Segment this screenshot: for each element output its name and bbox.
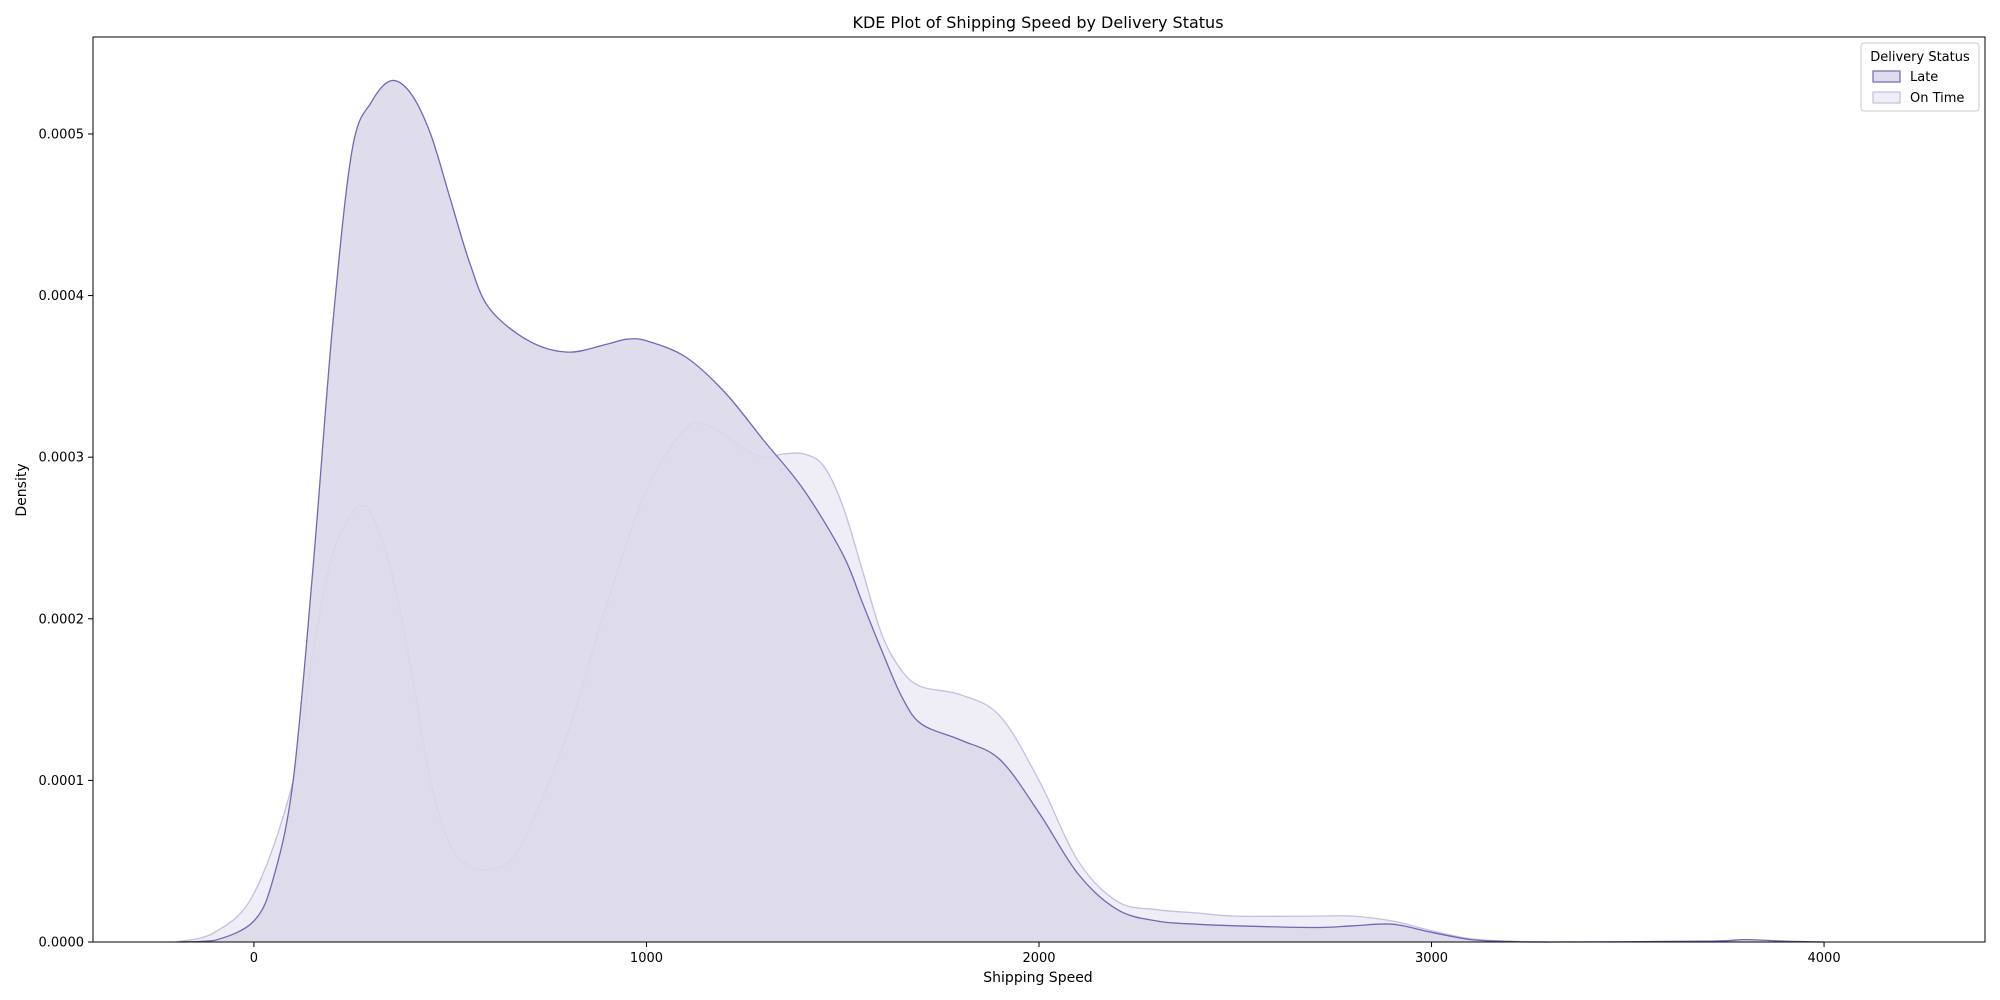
- legend: Delivery Status Late On Time: [1860, 42, 1980, 112]
- x-axis: 0 1000 2000 3000 4000: [250, 942, 1841, 966]
- series-area-late: [179, 80, 1825, 943]
- legend-label-late: Late: [1910, 70, 1938, 85]
- chart-title: KDE Plot of Shipping Speed by Delivery S…: [852, 13, 1223, 32]
- legend-title: Delivery Status: [1870, 50, 1970, 65]
- y-axis-label: Density: [14, 463, 30, 516]
- series-layer: [175, 79, 1825, 943]
- series-line-late: [179, 79, 1825, 943]
- y-axis: 0.0000 0.0001 0.0002 0.0003 0.0004 0.0005: [39, 127, 93, 951]
- legend-label-on-time: On Time: [1910, 91, 1964, 106]
- y-tick-label: 0.0003: [39, 451, 85, 466]
- x-tick-label: 0: [250, 951, 258, 966]
- x-tick-label: 2000: [1022, 951, 1055, 966]
- y-tick-label: 0.0000: [39, 936, 85, 951]
- x-tick-label: 3000: [1415, 951, 1448, 966]
- x-tick-label: 1000: [630, 951, 663, 966]
- x-axis-label: Shipping Speed: [983, 970, 1092, 986]
- legend-items: Late On Time: [1872, 70, 1964, 106]
- x-tick-label: 4000: [1808, 951, 1841, 966]
- y-tick-label: 0.0004: [39, 289, 85, 304]
- y-tick-label: 0.0002: [39, 612, 85, 627]
- legend-swatch-on-time: [1872, 91, 1901, 104]
- legend-swatch-late: [1872, 70, 1901, 83]
- y-tick-label: 0.0001: [39, 774, 85, 789]
- y-tick-label: 0.0005: [39, 127, 85, 142]
